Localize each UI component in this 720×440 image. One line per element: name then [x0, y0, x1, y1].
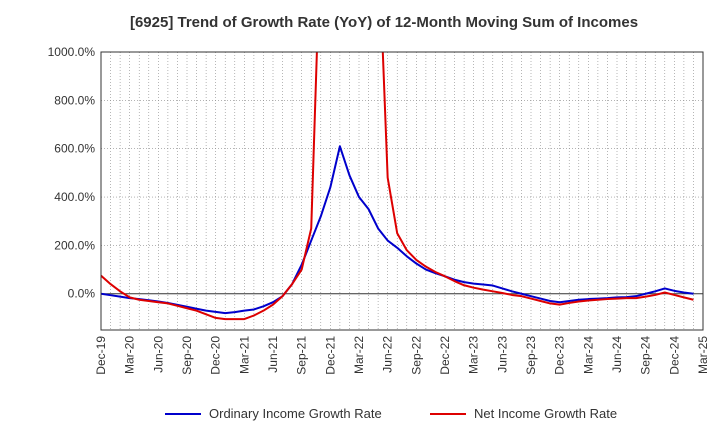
x-tick-label: Jun-21 — [266, 336, 280, 373]
x-tick-label: Dec-23 — [553, 336, 567, 375]
x-tick-label: Mar-25 — [696, 336, 710, 374]
plot-frame — [100, 51, 704, 331]
x-tick-label: Dec-20 — [209, 336, 223, 375]
series-line-0 — [101, 145, 694, 315]
x-tick-label: Jun-23 — [495, 336, 509, 373]
legend: Ordinary Income Growth Rate Net Income Gr… — [165, 406, 617, 421]
x-tick-label: Jun-22 — [381, 336, 395, 373]
x-axis-ticks: Dec-19 Mar-20 Jun-20 Sep-20 Dec-20 Mar-21 Jun-… — [94, 336, 710, 375]
x-tick-label: Sep-22 — [409, 336, 423, 375]
x-tick-label: Dec-22 — [438, 336, 452, 375]
x-tick-label: Sep-23 — [524, 336, 538, 375]
x-tick-label: Sep-20 — [180, 336, 194, 375]
y-axis-ticks: 0.0% 200.0% 400.0% 600.0% 800.0% 1000.0% — [48, 45, 96, 301]
x-tick-label: Dec-21 — [323, 336, 337, 375]
x-tick-label: Dec-19 — [94, 336, 108, 375]
y-tick-label: 0.0% — [68, 287, 96, 301]
y-tick-label: 800.0% — [54, 93, 95, 107]
chart-title: [6925] Trend of Growth Rate (YoY) of 12-… — [130, 14, 638, 31]
x-tick-label: Mar-23 — [467, 336, 481, 374]
series-lines — [101, 52, 694, 321]
legend-label: Net Income Growth Rate — [474, 406, 617, 421]
x-tick-label: Mar-20 — [123, 336, 137, 374]
y-tick-label: 600.0% — [54, 142, 95, 156]
grid-lines — [100, 51, 704, 330]
y-tick-label: 1000.0% — [48, 45, 96, 59]
x-tick-label: Jun-24 — [610, 336, 624, 373]
x-tick-label: Mar-21 — [237, 336, 251, 374]
x-tick-label: Mar-22 — [352, 336, 366, 374]
x-tick-label: Dec-24 — [667, 336, 681, 375]
y-tick-label: 200.0% — [54, 238, 95, 252]
x-tick-label: Mar-24 — [581, 336, 595, 374]
x-tick-label: Sep-21 — [295, 336, 309, 375]
x-tick-label: Jun-20 — [151, 336, 165, 373]
y-tick-label: 400.0% — [54, 190, 95, 204]
x-tick-label: Sep-24 — [639, 336, 653, 375]
series-line-1 — [101, 52, 694, 321]
legend-label: Ordinary Income Growth Rate — [209, 406, 382, 421]
